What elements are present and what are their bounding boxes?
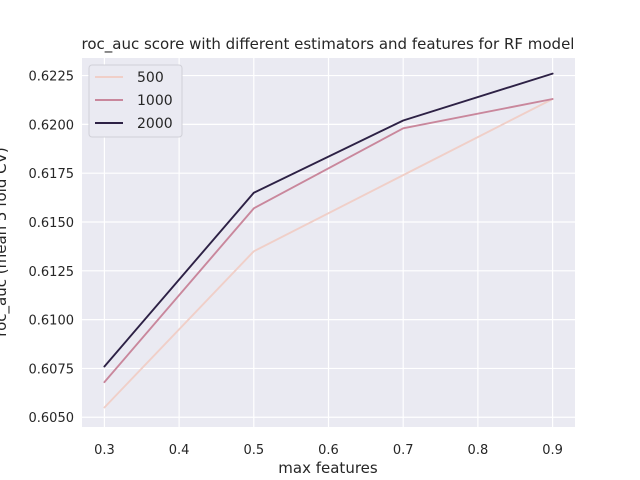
legend-label-500: 500 [137,70,164,86]
series-line-2000 [103,72,554,368]
y-tick-label: 0.6050 [29,411,75,426]
series-line-500 [103,98,554,409]
legend-label-1000: 1000 [137,93,173,109]
x-tick-labels: 0.3 0.4 0.5 0.6 0.7 0.8 0.9 [94,443,563,458]
x-axis-label: max features [278,459,378,477]
legend-box [88,64,183,138]
x-tick-label: 0.6 [318,443,339,458]
y-grid [82,74,575,418]
series-line-1000 [103,98,554,384]
y-tick-label: 0.6100 [29,314,75,329]
y-tick-label: 0.6150 [29,216,75,231]
y-tick-label: 0.6125 [29,265,75,280]
legend: 500 1000 2000 [88,64,183,138]
chart-title: roc_auc score with different estimators … [82,35,575,54]
x-tick-label: 0.8 [468,443,489,458]
x-tick-label: 0.4 [169,443,190,458]
y-tick-labels: 0.6050 0.6075 0.6100 0.6125 0.6150 0.6175 0.62… [29,70,75,427]
y-tick-label: 0.6075 [29,362,75,377]
y-tick-label: 0.6200 [29,118,75,133]
series-lines [103,72,554,409]
y-tick-label: 0.6225 [29,70,75,85]
y-axis-label: roc_auc (mean 5 fold CV) [0,147,11,336]
x-tick-label: 0.9 [542,443,563,458]
x-tick-label: 0.3 [94,443,115,458]
x-tick-label: 0.7 [393,443,414,458]
x-tick-label: 0.5 [243,443,264,458]
y-tick-label: 0.6175 [29,167,75,182]
legend-label-2000: 2000 [137,116,173,132]
